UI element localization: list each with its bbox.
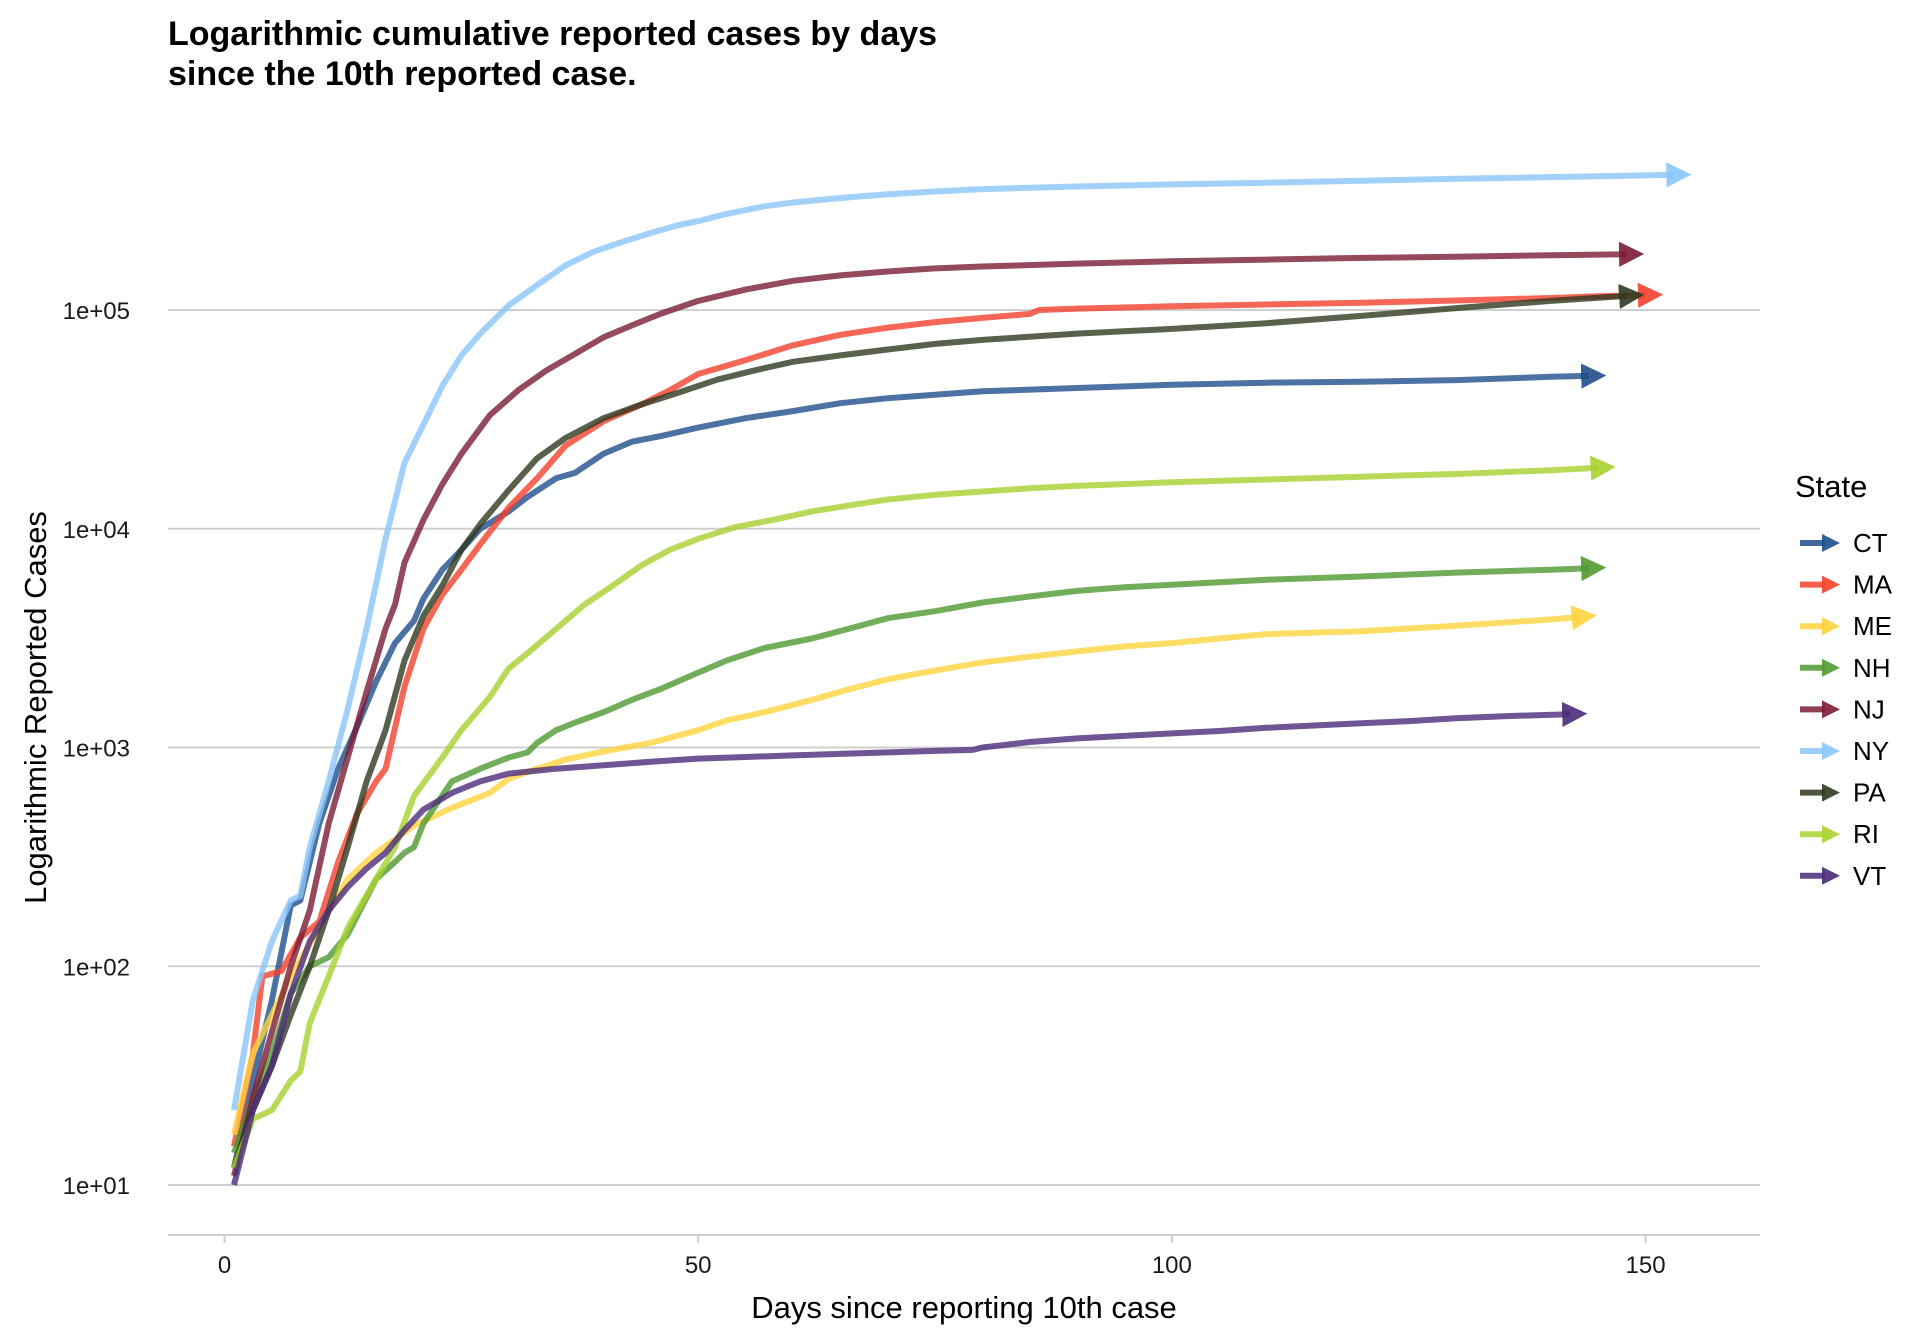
- series-line-pa: [231, 283, 1645, 1169]
- series-line-me: [231, 605, 1597, 1136]
- legend-arrow-icon: [1822, 617, 1840, 636]
- legend-label: NY: [1853, 736, 1889, 766]
- series-line-ct: [231, 363, 1607, 1169]
- y-tick-label: 1e+01: [63, 1173, 130, 1200]
- x-tick-label: 100: [1152, 1252, 1192, 1279]
- legend-item-pa: PA: [1800, 778, 1886, 808]
- legend-arrow-icon: [1822, 534, 1840, 552]
- legend-arrow-icon: [1822, 825, 1840, 844]
- x-axis-ticks: 0 50 100 150: [218, 1235, 1666, 1279]
- series-line-vt: [231, 701, 1588, 1186]
- legend-arrow-icon: [1822, 866, 1840, 885]
- y-axis-ticks: 1e+01 1e+02 1e+03 1e+04 1e+05: [63, 298, 130, 1200]
- legend-arrow-icon: [1822, 783, 1840, 802]
- legend-arrow-icon: [1822, 700, 1840, 719]
- legend-label: ME: [1853, 611, 1892, 641]
- y-axis-title: Logarithmic Reported Cases: [18, 511, 53, 904]
- legend-label: PA: [1853, 778, 1886, 808]
- legend-arrow-icon: [1822, 658, 1840, 677]
- legend-item-ct: CT: [1800, 528, 1888, 558]
- legend-title: State: [1795, 469, 1867, 504]
- legend-label: NH: [1853, 653, 1891, 683]
- y-tick-label: 1e+04: [63, 517, 130, 544]
- legend: State CT MA ME NH NJ NY PA RI VT: [1795, 469, 1893, 891]
- legend-arrow-icon: [1822, 575, 1840, 594]
- legend-label: RI: [1853, 819, 1879, 849]
- legend-item-vt: VT: [1800, 861, 1886, 891]
- chart-title: Logarithmic cumulative reported cases by…: [168, 15, 938, 93]
- legend-label: CT: [1853, 528, 1888, 558]
- series-line-nj: [231, 241, 1645, 1177]
- legend-item-nh: NH: [1800, 653, 1891, 683]
- gridlines: [168, 309, 1760, 1186]
- series-line-ny: [231, 162, 1692, 1111]
- y-tick-label: 1e+03: [63, 736, 130, 763]
- y-tick-label: 1e+05: [63, 298, 130, 325]
- x-tick-label: 150: [1626, 1252, 1666, 1279]
- legend-label: NJ: [1853, 694, 1885, 724]
- y-tick-label: 1e+02: [63, 954, 130, 981]
- legend-item-ri: RI: [1800, 819, 1879, 849]
- x-tick-label: 0: [218, 1252, 231, 1279]
- legend-label: MA: [1853, 570, 1893, 600]
- legend-item-ma: MA: [1800, 570, 1893, 600]
- x-tick-label: 50: [685, 1252, 712, 1279]
- legend-label: VT: [1853, 861, 1886, 891]
- legend-item-ny: NY: [1800, 736, 1889, 766]
- series-line-nh: [231, 555, 1607, 1154]
- series-line-ri: [231, 455, 1616, 1169]
- legend-item-me: ME: [1800, 611, 1892, 641]
- legend-arrow-icon: [1822, 742, 1840, 760]
- series-lines: [231, 162, 1692, 1186]
- legend-item-nj: NJ: [1800, 694, 1885, 724]
- x-axis-title: Days since reporting 10th case: [751, 1290, 1177, 1325]
